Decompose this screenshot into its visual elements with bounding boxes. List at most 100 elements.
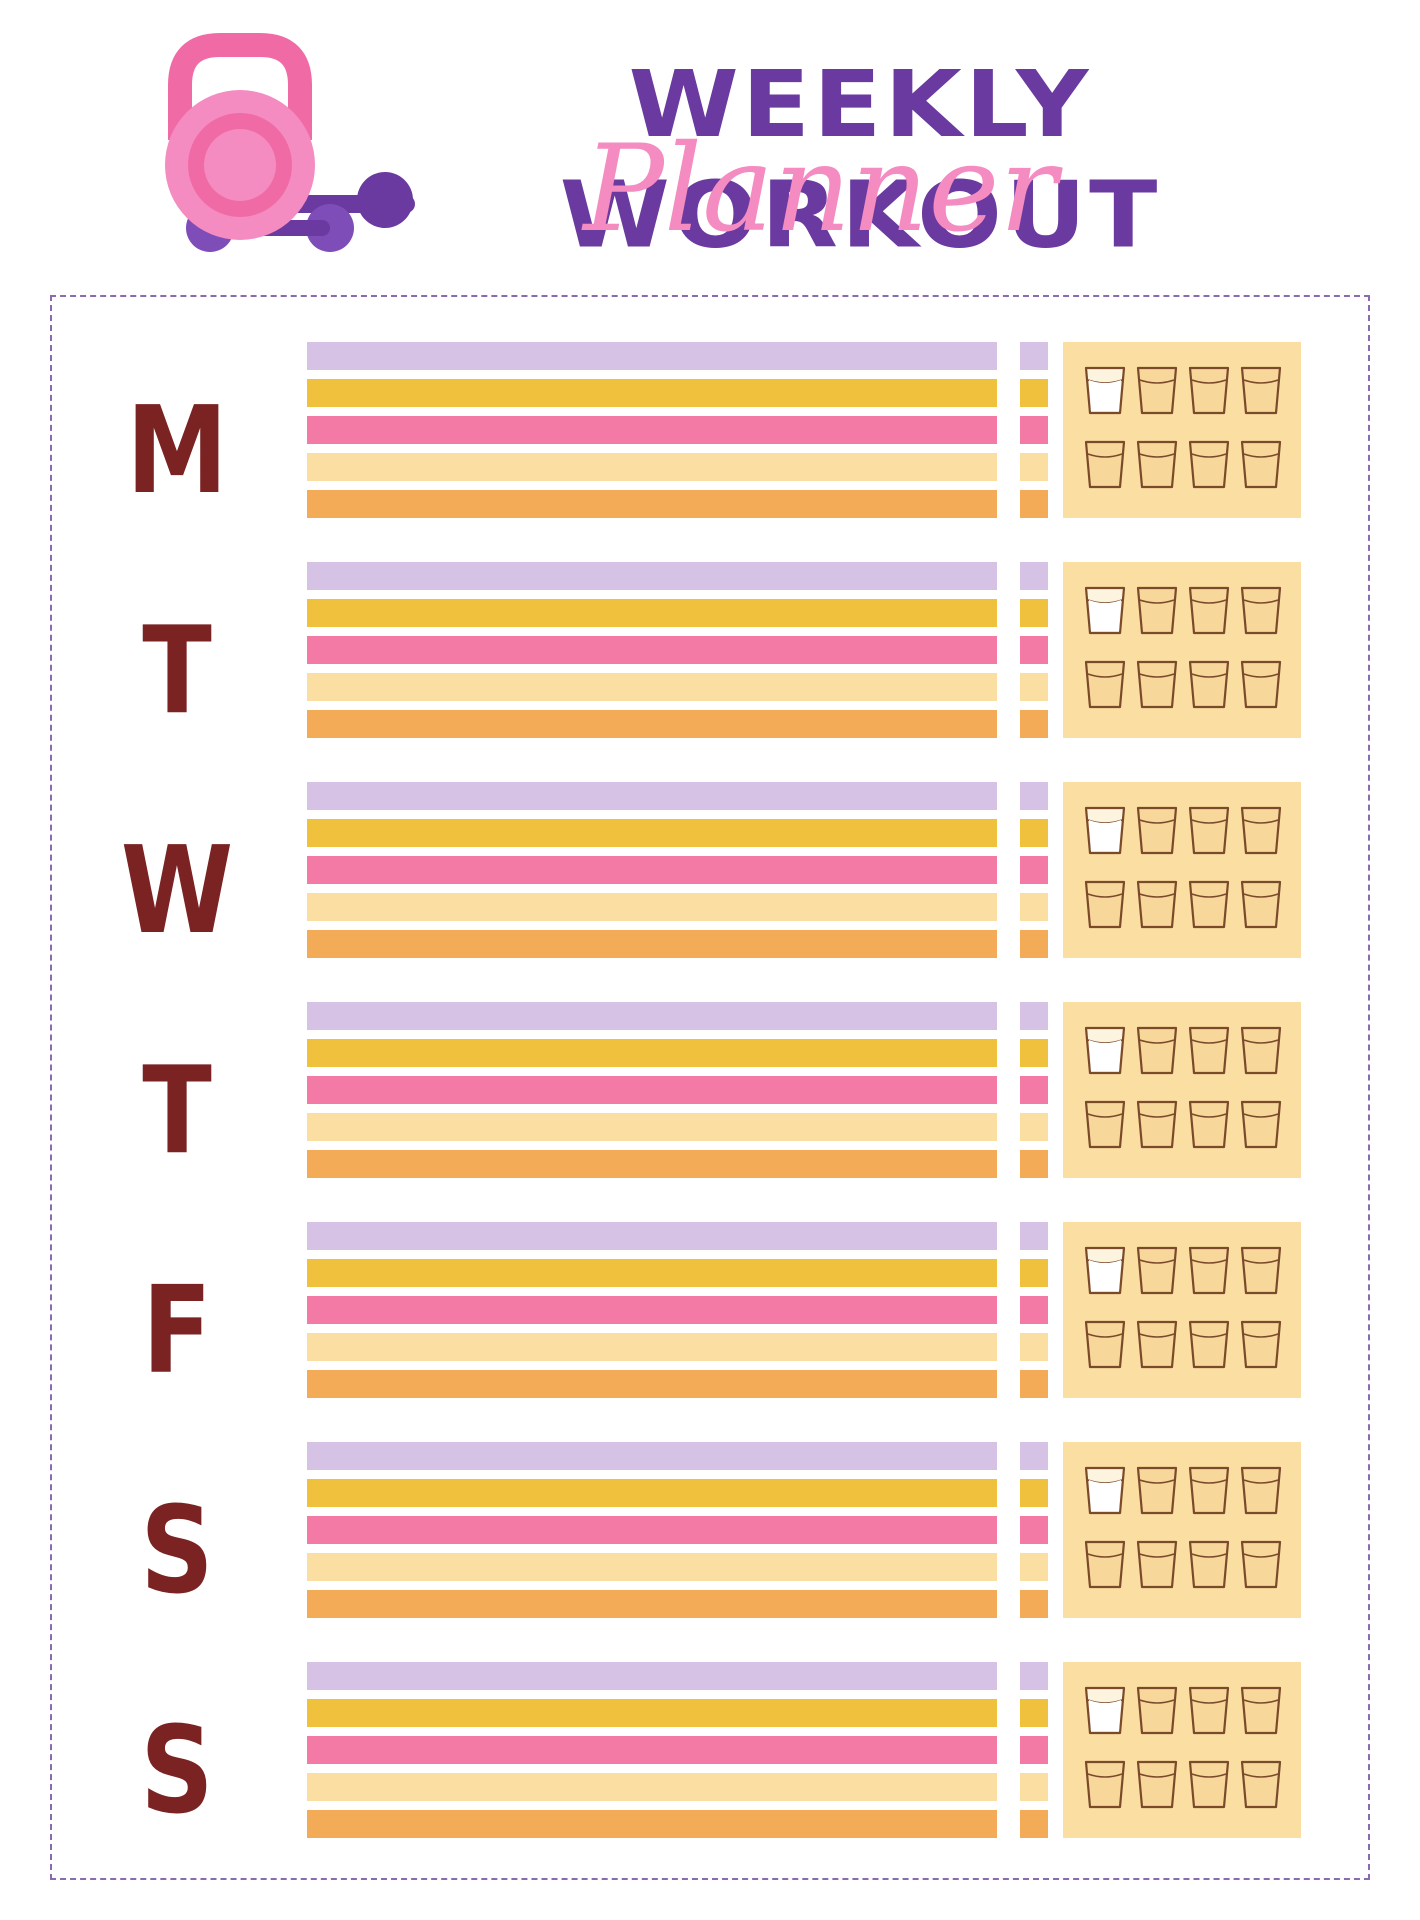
workout-line[interactable]	[307, 1590, 997, 1618]
water-glass-icon[interactable]	[1239, 1538, 1283, 1590]
water-glass-icon[interactable]	[1187, 878, 1231, 930]
workout-line[interactable]	[307, 893, 997, 921]
water-glass-icon[interactable]	[1239, 804, 1283, 856]
water-glass-icon[interactable]	[1187, 1098, 1231, 1150]
water-glass-icon[interactable]	[1083, 1758, 1127, 1810]
workout-line[interactable]	[307, 1259, 997, 1287]
water-glass-icon[interactable]	[1187, 804, 1231, 856]
workout-line[interactable]	[307, 1810, 997, 1838]
workout-line[interactable]	[307, 819, 997, 847]
workout-line[interactable]	[307, 856, 997, 884]
water-glass-icon[interactable]	[1083, 1464, 1127, 1516]
water-glass-icon[interactable]	[1083, 438, 1127, 490]
water-glass-icon[interactable]	[1083, 1244, 1127, 1296]
water-glass-icon[interactable]	[1135, 1684, 1179, 1736]
water-glass-icon[interactable]	[1239, 1758, 1283, 1810]
water-glass-icon[interactable]	[1135, 878, 1179, 930]
workout-line[interactable]	[307, 1736, 997, 1764]
checkbox[interactable]	[1020, 1553, 1048, 1581]
checkbox[interactable]	[1020, 1810, 1048, 1838]
water-glass-icon[interactable]	[1239, 1464, 1283, 1516]
workout-line[interactable]	[307, 1662, 997, 1690]
workout-line[interactable]	[307, 1370, 997, 1398]
water-glass-icon[interactable]	[1239, 1318, 1283, 1370]
checkbox[interactable]	[1020, 599, 1048, 627]
workout-line[interactable]	[307, 453, 997, 481]
workout-line[interactable]	[307, 1516, 997, 1544]
water-glass-icon[interactable]	[1135, 658, 1179, 710]
checkbox[interactable]	[1020, 1773, 1048, 1801]
workout-line[interactable]	[307, 1076, 997, 1104]
checkbox[interactable]	[1020, 490, 1048, 518]
water-glass-icon[interactable]	[1187, 1244, 1231, 1296]
water-glass-icon[interactable]	[1135, 1244, 1179, 1296]
water-glass-icon[interactable]	[1083, 658, 1127, 710]
workout-line[interactable]	[307, 1333, 997, 1361]
checkbox[interactable]	[1020, 856, 1048, 884]
workout-line[interactable]	[307, 1113, 997, 1141]
workout-line[interactable]	[307, 416, 997, 444]
water-glass-icon[interactable]	[1239, 364, 1283, 416]
checkbox[interactable]	[1020, 1662, 1048, 1690]
water-glass-icon[interactable]	[1135, 804, 1179, 856]
workout-line[interactable]	[307, 1222, 997, 1250]
workout-line[interactable]	[307, 673, 997, 701]
workout-line[interactable]	[307, 636, 997, 664]
checkbox[interactable]	[1020, 1222, 1048, 1250]
workout-line[interactable]	[307, 1150, 997, 1178]
water-glass-icon[interactable]	[1083, 1538, 1127, 1590]
water-glass-icon[interactable]	[1239, 584, 1283, 636]
checkbox[interactable]	[1020, 1076, 1048, 1104]
checkbox[interactable]	[1020, 710, 1048, 738]
workout-line[interactable]	[307, 1002, 997, 1030]
workout-line[interactable]	[307, 1553, 997, 1581]
checkbox[interactable]	[1020, 673, 1048, 701]
water-glass-icon[interactable]	[1083, 1098, 1127, 1150]
water-glass-icon[interactable]	[1135, 1318, 1179, 1370]
water-glass-icon[interactable]	[1239, 438, 1283, 490]
water-glass-icon[interactable]	[1135, 584, 1179, 636]
checkbox[interactable]	[1020, 1590, 1048, 1618]
water-glass-icon[interactable]	[1135, 1098, 1179, 1150]
checkbox[interactable]	[1020, 342, 1048, 370]
checkbox[interactable]	[1020, 1516, 1048, 1544]
water-glass-icon[interactable]	[1187, 1464, 1231, 1516]
workout-line[interactable]	[307, 1479, 997, 1507]
checkbox[interactable]	[1020, 1150, 1048, 1178]
workout-line[interactable]	[307, 379, 997, 407]
water-glass-icon[interactable]	[1187, 1684, 1231, 1736]
workout-line[interactable]	[307, 490, 997, 518]
water-glass-icon[interactable]	[1083, 1024, 1127, 1076]
water-glass-icon[interactable]	[1135, 1464, 1179, 1516]
checkbox[interactable]	[1020, 1296, 1048, 1324]
workout-line[interactable]	[307, 1699, 997, 1727]
workout-line[interactable]	[307, 1442, 997, 1470]
checkbox[interactable]	[1020, 453, 1048, 481]
water-glass-icon[interactable]	[1083, 878, 1127, 930]
checkbox[interactable]	[1020, 1370, 1048, 1398]
checkbox[interactable]	[1020, 893, 1048, 921]
checkbox[interactable]	[1020, 1113, 1048, 1141]
water-glass-icon[interactable]	[1135, 1538, 1179, 1590]
water-glass-icon[interactable]	[1083, 364, 1127, 416]
checkbox[interactable]	[1020, 416, 1048, 444]
checkbox[interactable]	[1020, 930, 1048, 958]
water-glass-icon[interactable]	[1083, 584, 1127, 636]
water-glass-icon[interactable]	[1135, 438, 1179, 490]
checkbox[interactable]	[1020, 1699, 1048, 1727]
workout-line[interactable]	[307, 930, 997, 958]
water-glass-icon[interactable]	[1187, 1024, 1231, 1076]
water-glass-icon[interactable]	[1239, 1098, 1283, 1150]
workout-line[interactable]	[307, 599, 997, 627]
checkbox[interactable]	[1020, 1736, 1048, 1764]
water-glass-icon[interactable]	[1135, 364, 1179, 416]
water-glass-icon[interactable]	[1135, 1758, 1179, 1810]
checkbox[interactable]	[1020, 1479, 1048, 1507]
water-glass-icon[interactable]	[1187, 658, 1231, 710]
water-glass-icon[interactable]	[1239, 658, 1283, 710]
checkbox[interactable]	[1020, 636, 1048, 664]
water-glass-icon[interactable]	[1187, 1318, 1231, 1370]
water-glass-icon[interactable]	[1083, 1684, 1127, 1736]
water-glass-icon[interactable]	[1187, 1758, 1231, 1810]
water-glass-icon[interactable]	[1187, 1538, 1231, 1590]
